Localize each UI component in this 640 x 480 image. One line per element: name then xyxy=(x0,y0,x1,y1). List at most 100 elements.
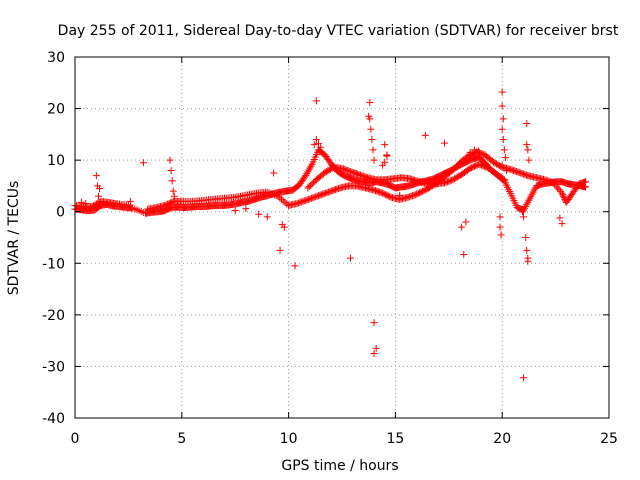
data-point xyxy=(94,192,102,200)
data-point xyxy=(462,218,470,226)
data-point xyxy=(522,171,530,179)
data-point xyxy=(277,195,285,203)
data-point xyxy=(450,175,458,183)
data-points-layer xyxy=(71,88,590,382)
data-point xyxy=(334,185,342,193)
y-tick-label: 10 xyxy=(47,153,65,169)
data-point xyxy=(305,195,313,203)
data-point xyxy=(515,169,523,177)
data-point xyxy=(381,158,389,166)
data-point xyxy=(313,192,321,200)
x-tick-label: 0 xyxy=(71,431,80,447)
data-point xyxy=(255,210,263,218)
data-point xyxy=(325,166,333,174)
data-point xyxy=(300,197,308,205)
y-tick-label: 0 xyxy=(56,205,65,221)
data-point xyxy=(349,169,357,177)
data-point xyxy=(299,197,307,205)
data-point xyxy=(367,125,375,133)
data-point xyxy=(166,199,174,207)
data-point xyxy=(491,159,499,167)
data-point xyxy=(480,150,488,158)
data-point xyxy=(469,163,477,171)
data-point xyxy=(476,161,484,169)
data-point xyxy=(280,223,288,231)
data-point xyxy=(455,172,463,180)
data-point xyxy=(452,174,460,182)
data-point xyxy=(371,187,379,195)
data-point xyxy=(525,156,533,164)
data-point xyxy=(124,201,132,209)
data-point xyxy=(321,169,329,177)
y-tick-label: 30 xyxy=(47,50,65,66)
plot-frame xyxy=(74,56,610,419)
data-point xyxy=(279,197,287,205)
data-point xyxy=(556,214,564,222)
data-point xyxy=(327,165,335,173)
data-point xyxy=(498,102,506,110)
data-point xyxy=(441,139,449,147)
data-point xyxy=(555,186,563,194)
data-point xyxy=(283,200,291,208)
data-point xyxy=(381,191,389,199)
data-point xyxy=(498,88,506,96)
data-point xyxy=(242,205,250,213)
data-point xyxy=(161,202,169,210)
data-point xyxy=(92,200,100,208)
data-point xyxy=(341,165,349,173)
data-point xyxy=(352,170,360,178)
data-point xyxy=(354,170,362,178)
data-point xyxy=(497,231,505,239)
data-point xyxy=(417,188,425,196)
data-point xyxy=(502,166,510,174)
data-point xyxy=(265,189,273,197)
data-point xyxy=(347,254,355,262)
series-sharp-features xyxy=(92,115,533,221)
data-point xyxy=(377,189,385,197)
data-point xyxy=(281,198,289,206)
data-point xyxy=(497,163,505,171)
data-point xyxy=(270,169,278,177)
data-point xyxy=(404,193,412,201)
data-point xyxy=(411,176,419,184)
data-point xyxy=(267,189,275,197)
data-point xyxy=(384,192,392,200)
data-point xyxy=(518,208,526,216)
chart-title: Day 255 of 2011, Sidereal Day-to-day VTE… xyxy=(58,23,619,39)
data-point xyxy=(396,191,404,199)
data-point xyxy=(510,166,518,174)
data-point xyxy=(333,185,341,193)
data-point xyxy=(348,168,356,176)
data-point xyxy=(276,246,284,254)
data-point xyxy=(296,198,304,206)
data-point xyxy=(482,163,490,171)
data-point xyxy=(406,175,414,183)
data-point xyxy=(312,136,320,144)
data-point xyxy=(306,195,314,203)
data-point xyxy=(338,164,346,172)
data-point xyxy=(551,181,559,189)
data-point xyxy=(94,199,102,207)
data-point xyxy=(544,177,552,185)
data-point xyxy=(470,162,478,170)
data-point xyxy=(549,179,557,187)
data-point xyxy=(303,196,311,204)
data-point xyxy=(342,166,350,174)
data-point xyxy=(370,319,378,327)
data-point xyxy=(475,160,483,168)
data-point xyxy=(167,166,175,174)
data-point xyxy=(317,191,325,199)
data-point xyxy=(464,152,472,160)
data-point xyxy=(408,175,416,183)
data-point xyxy=(552,182,560,190)
data-point xyxy=(490,158,498,166)
data-point xyxy=(424,184,432,192)
data-point xyxy=(77,198,85,206)
data-point xyxy=(293,199,301,207)
data-point xyxy=(315,140,323,148)
data-point xyxy=(520,213,528,221)
ticks-layer: 0 5 10 15 20 25 -40 -30 -20 -10 0 10 20 30 xyxy=(42,50,618,447)
y-tick-label: -40 xyxy=(42,411,65,427)
data-point xyxy=(339,165,347,173)
